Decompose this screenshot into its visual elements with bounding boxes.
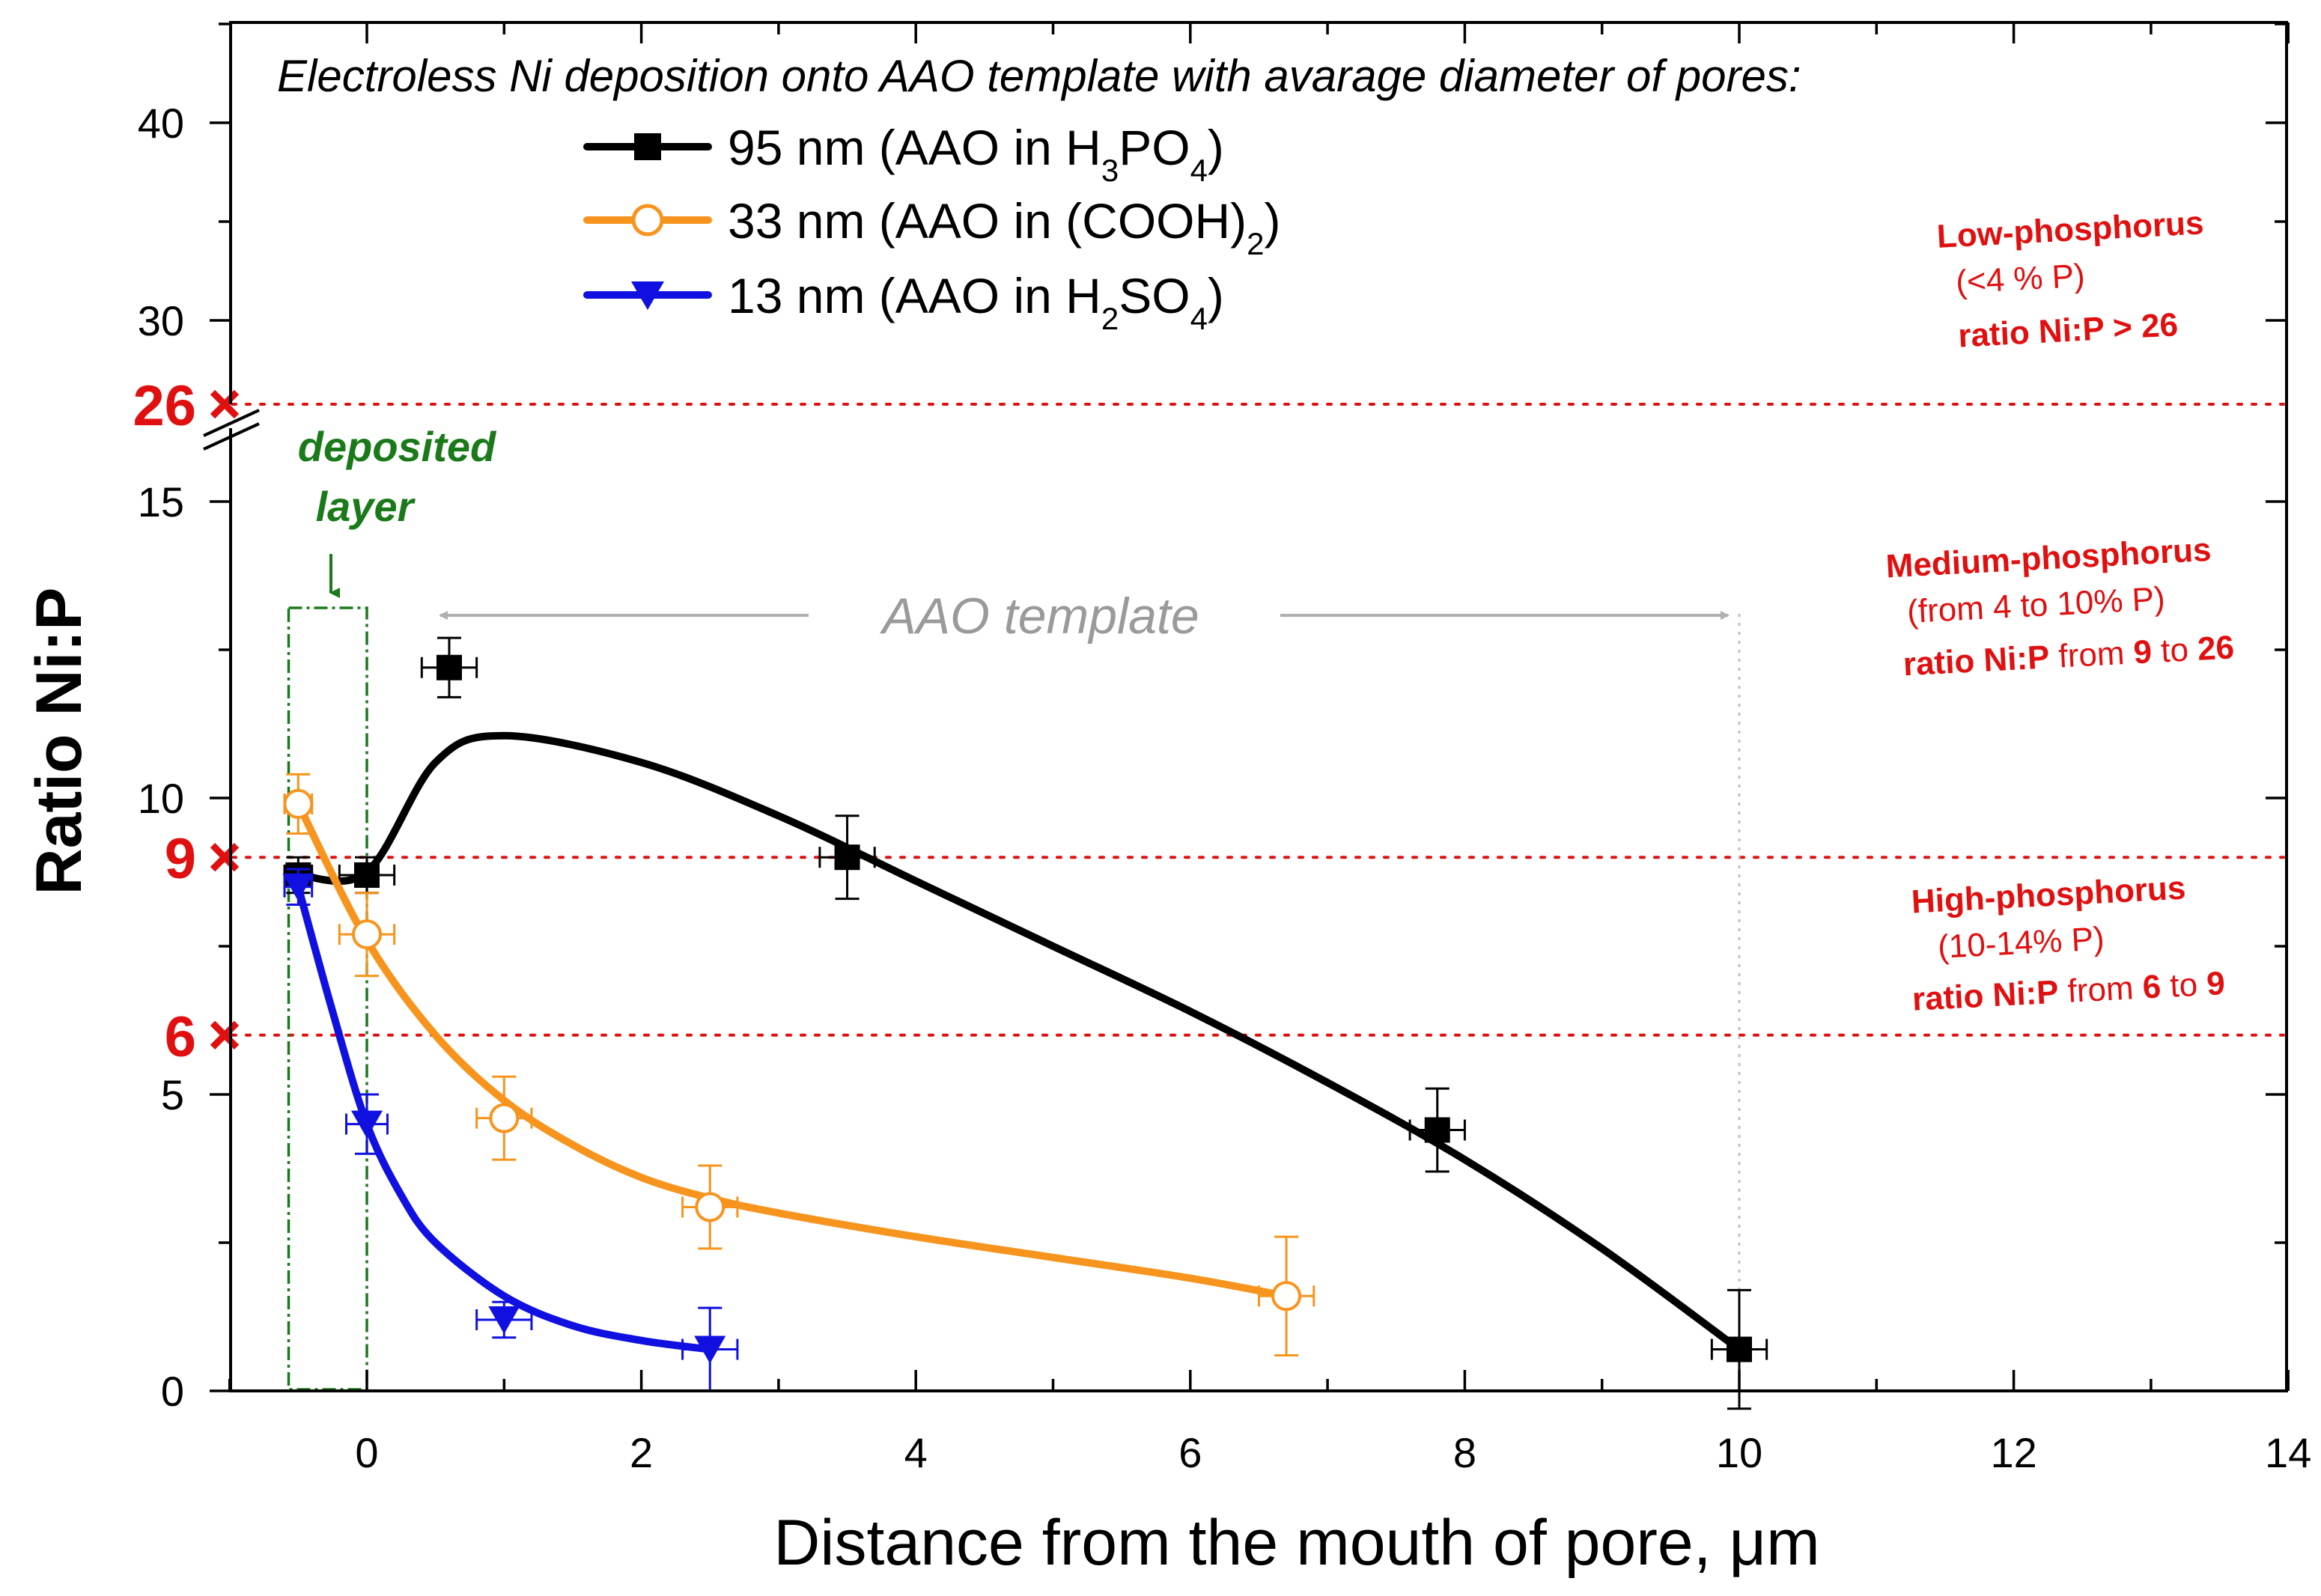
data-point-square [354, 862, 380, 888]
data-point-circle [352, 919, 382, 950]
x-tick-label: 2 [630, 1429, 653, 1476]
zone-high-phosphorus: High-phosphorus (10-14% P) ratio Ni:P fr… [1911, 870, 2226, 1018]
series-1 [283, 773, 1315, 1356]
legend-item-13nm: 13 nm (AAO in H2SO4) [583, 268, 1224, 336]
data-point-circle [489, 1103, 520, 1133]
x-tick-label: 14 [2265, 1429, 2311, 1476]
y-tick-label: 10 [138, 775, 184, 822]
legend: 95 nm (AAO in H3PO4) 33 nm (AAO in (COOH… [583, 120, 1280, 336]
deposited-label-line2: layer [316, 483, 416, 530]
chart-title: Electroless Ni deposition onto AAO templ… [277, 51, 1801, 101]
reference-x-marker [210, 389, 240, 419]
series-curve [294, 731, 1743, 1353]
legend-label-13nm: 13 nm (AAO in H2SO4) [728, 268, 1224, 336]
legend-label-95nm: 95 nm (AAO in H3PO4) [728, 120, 1224, 188]
zone-medium-phosphorus: Medium-phosphorus (from 4 to 10% P) rati… [1885, 532, 2236, 683]
data-point-triangle [694, 1335, 726, 1364]
zone-range: (from 4 to 10% P) [1906, 580, 2166, 630]
legend-item-95nm: 95 nm (AAO in H3PO4) [583, 120, 1224, 188]
data-point-square [1727, 1336, 1752, 1362]
zone-title: Medium-phosphorus [1885, 532, 2212, 585]
legend-label-33nm: 33 nm (AAO in (COOH)2) [728, 193, 1280, 261]
reference-x-marker [210, 1020, 240, 1050]
data-point-triangle [351, 1110, 383, 1139]
reference-label-6: 6 [165, 1005, 196, 1069]
series-curve [294, 883, 714, 1353]
zone-low-phosphorus: Low-phosphorus (<4 % P) ratio Ni:P > 26 [1936, 204, 2205, 354]
y-tick-label: 5 [161, 1071, 184, 1118]
data-point-circle [695, 1192, 725, 1222]
series-layer [282, 636, 1768, 1410]
x-tick-label: 12 [1990, 1429, 2036, 1476]
y-axis-title: Ratio Ni:P [23, 588, 95, 895]
deposited-layer-label: deposited layer [298, 423, 497, 598]
y-tick-label: 0 [161, 1368, 184, 1415]
y-tick-label: 30 [138, 297, 184, 344]
x-tick-label: 8 [1453, 1429, 1476, 1476]
error-bar [345, 1093, 389, 1155]
data-point-circle [283, 788, 314, 819]
x-tick-label: 6 [1178, 1429, 1202, 1476]
deposited-label-line1: deposited [298, 423, 497, 470]
data-point-square [834, 844, 860, 871]
zone-ratio: ratio Ni:P from 9 to 26 [1902, 629, 2236, 683]
data-point-circle [1271, 1281, 1302, 1312]
reference-lines: 26 9 6 [133, 374, 2285, 1389]
series-2 [282, 868, 739, 1392]
y-tick-label: 15 [138, 478, 184, 526]
x-tick-label: 10 [1716, 1429, 1762, 1476]
legend-marker-circle [631, 204, 664, 237]
legend-marker-square [634, 133, 661, 160]
data-point-square [436, 654, 462, 680]
zone-title: Low-phosphorus [1936, 204, 2205, 255]
data-point-triangle [282, 873, 314, 901]
reference-label-26: 26 [133, 374, 196, 438]
zone-ratio: ratio Ni:P > 26 [1957, 306, 2179, 354]
series-0 [283, 636, 1768, 1410]
zone-ratio: ratio Ni:P from 6 to 9 [1911, 965, 2226, 1018]
y-tick-label: 40 [138, 100, 184, 147]
ticks: 0 2 4 6 8 10 12 14 0 5 10 15 30 40 [138, 22, 2311, 1476]
x-axis-title: Distance from the mouth of pore, μm [773, 1507, 1819, 1579]
data-point-square [1424, 1117, 1450, 1143]
aao-template-annotation: AAO template [439, 588, 1730, 645]
zone-range: (<4 % P) [1955, 258, 2086, 301]
legend-item-33nm: 33 nm (AAO in (COOH)2) [583, 193, 1280, 261]
reference-label-9: 9 [165, 827, 196, 891]
axis-break-mark [203, 409, 260, 451]
zone-title: High-phosphorus [1911, 870, 2187, 921]
x-tick-label: 0 [355, 1429, 378, 1476]
series-curve [294, 799, 1291, 1300]
aao-template-label: AAO template [879, 588, 1199, 645]
zone-range: (10-14% P) [1937, 920, 2105, 966]
data-point-triangle [488, 1306, 520, 1334]
axes [203, 21, 2288, 1392]
x-tick-label: 4 [904, 1429, 928, 1476]
reference-x-marker [210, 843, 240, 872]
legend-marker-triangle [631, 281, 664, 310]
